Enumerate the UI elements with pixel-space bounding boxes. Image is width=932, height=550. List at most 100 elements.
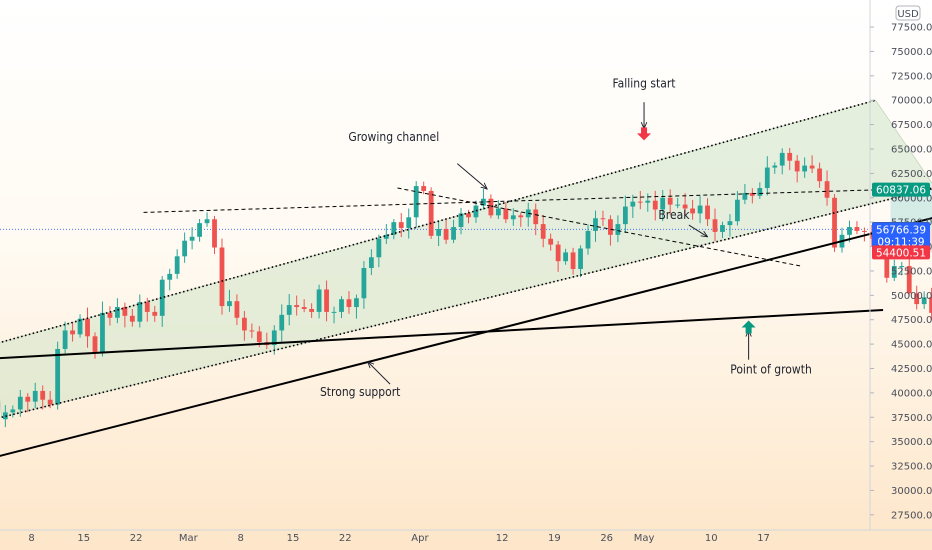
candle-body <box>70 330 75 335</box>
candle-body <box>167 273 173 280</box>
candle-body <box>436 228 442 236</box>
price-label-text: 54400.51 <box>876 247 926 259</box>
time-tick-label: Mar <box>179 533 199 544</box>
candle-body <box>85 318 90 337</box>
candle-body <box>802 165 808 172</box>
annotation-arrow <box>456 163 487 189</box>
candle-body <box>570 252 576 269</box>
candle-body <box>10 409 16 413</box>
price-label-badge <box>872 222 930 249</box>
candle-body <box>862 230 867 232</box>
candle-body <box>652 200 658 210</box>
candle-body <box>241 317 247 331</box>
candle-body <box>294 305 300 308</box>
candle-body <box>2 412 8 420</box>
growing-channel-area <box>0 99 932 418</box>
price-tick-label: 27500.00 <box>891 510 932 521</box>
candle-body <box>899 266 905 268</box>
trend-line-dashed[interactable] <box>143 187 932 213</box>
candle-body <box>914 293 920 305</box>
candle-body <box>107 312 113 318</box>
candle-body <box>675 204 681 206</box>
countdown-text: 09:11:39 <box>877 236 924 248</box>
candle-body <box>25 396 31 402</box>
time-tick-label: 10 <box>705 533 718 544</box>
time-tick-label: 12 <box>496 533 509 544</box>
time-tick-label: 22 <box>130 533 143 544</box>
candle-body <box>510 215 516 220</box>
time-tick-label: 26 <box>600 533 613 544</box>
price-tick-label: 42500.00 <box>891 364 932 375</box>
candle-body <box>705 205 710 220</box>
candle-body <box>17 396 23 410</box>
candle-body <box>749 192 755 196</box>
trend-line-solid[interactable] <box>0 217 932 463</box>
candle-body <box>301 307 307 309</box>
time-tick-label: 17 <box>757 533 770 544</box>
annotation-label: Strong support <box>320 385 400 399</box>
candle-body <box>869 231 875 239</box>
candle-body <box>495 208 501 216</box>
candle-body <box>585 230 591 249</box>
annotation-arrow <box>368 362 391 385</box>
candle-body <box>690 208 695 214</box>
candle-body <box>129 315 135 322</box>
candle-body <box>637 201 643 203</box>
candle-body <box>832 197 837 248</box>
candle-body <box>891 266 897 278</box>
candle-body <box>593 218 598 231</box>
candle-body <box>339 299 344 312</box>
price-tick-label: 47500.00 <box>891 315 932 326</box>
price-tick-label: 60000.00 <box>891 193 932 204</box>
candle-body <box>630 201 636 207</box>
time-tick-label: 8 <box>237 533 243 544</box>
candle-body <box>115 307 120 318</box>
candle-body <box>548 238 554 245</box>
candle-body <box>660 197 666 210</box>
growth-signal-icon <box>741 320 756 334</box>
trend-line-dotted[interactable] <box>0 99 876 344</box>
candle-body <box>62 330 68 349</box>
price-tick-label: 37500.00 <box>891 413 932 424</box>
price-tick-label: 65000.00 <box>891 145 932 156</box>
candle-body <box>735 199 740 222</box>
price-label-text: 56766.39 <box>876 224 926 236</box>
candle-body <box>563 252 569 262</box>
candle-body <box>540 224 546 239</box>
price-tick-label: 62500.00 <box>891 169 932 180</box>
candle-body <box>331 311 337 313</box>
candle-body <box>55 348 61 405</box>
price-tick-label: 35000.00 <box>891 437 932 448</box>
trend-line-solid[interactable] <box>0 308 884 360</box>
candle-body <box>929 297 932 313</box>
candle-body <box>600 218 606 220</box>
candle-body <box>533 209 539 225</box>
currency-badge[interactable] <box>895 5 921 21</box>
candle-body <box>809 165 815 169</box>
candle-body <box>354 298 359 308</box>
candle-body <box>212 219 217 248</box>
candle-body <box>466 213 471 218</box>
candle-body <box>458 213 464 228</box>
price-tick-label: 67500.00 <box>891 120 932 131</box>
price-tick-label: 40000.00 <box>891 388 932 399</box>
annotation-label: Point of growth <box>730 362 812 376</box>
candle-body <box>286 305 292 315</box>
candle-body <box>481 198 486 206</box>
candle-body <box>503 208 509 220</box>
price-tick-label: 75000.00 <box>891 47 932 58</box>
price-label-badge <box>872 245 930 260</box>
candle-body <box>47 399 53 405</box>
candle-body <box>376 238 382 258</box>
candle-body <box>182 240 188 257</box>
candle-body <box>518 215 524 218</box>
candle-body <box>368 257 374 269</box>
price-tick-label: 72500.00 <box>891 71 932 82</box>
falling-signal-icon <box>637 127 652 141</box>
candle-body <box>473 205 479 218</box>
trend-line-dashed[interactable] <box>397 187 802 267</box>
trend-line-dotted[interactable] <box>1 188 932 419</box>
time-tick-label: 19 <box>548 533 561 544</box>
